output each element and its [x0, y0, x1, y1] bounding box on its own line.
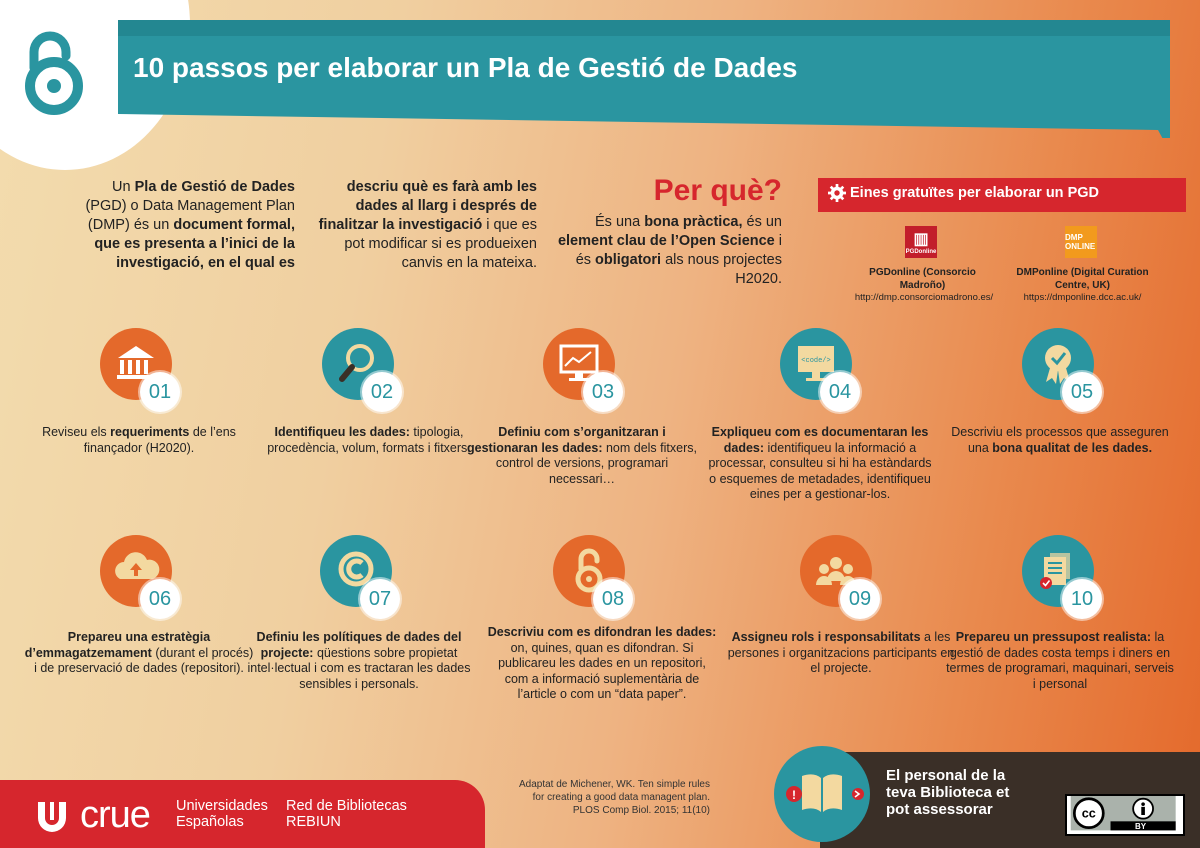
crue-universidades: Universidades Españolas — [176, 798, 268, 830]
dmponline-logo[interactable]: DMP ONLINE — [1065, 226, 1097, 258]
cc-by-badge[interactable]: cc BY — [1065, 794, 1185, 836]
step-01-number: 01 — [140, 372, 180, 412]
step-01-text: Reviseu els requeriments de l’ens finanç… — [42, 425, 236, 455]
step-08-number: 08 — [593, 579, 633, 619]
step-03-number: 03 — [583, 372, 623, 412]
intro-column-1: Un Pla de Gestió de Dades (PGD) o Data M… — [85, 179, 295, 271]
page-title: 10 passos per elaborar un Pla de Gestió … — [133, 52, 798, 83]
cloud-upload-icon — [115, 552, 160, 579]
documents-icon — [1040, 553, 1070, 589]
crue-logo-icon — [38, 802, 66, 832]
dmponline-name: DMPonline (Digital Curation Centre, UK) — [1016, 267, 1149, 291]
open-access-logo-icon — [25, 31, 83, 115]
step-04-number: 04 — [820, 372, 860, 412]
crue-wordmark: crue — [80, 794, 151, 836]
step-06-number: 06 — [140, 579, 180, 619]
why-text: És una bona pràctica, és un element clau… — [557, 214, 782, 287]
crue-rebiun: Red de Bibliotecas REBIUN — [286, 798, 407, 830]
step-07-text: Definiu les polítiques de dades del proj… — [247, 630, 471, 691]
monitor-chart-icon — [559, 344, 599, 381]
cc-by-icon: cc — [1070, 796, 1176, 831]
svg-text:<code/>: <code/> — [801, 357, 830, 365]
step-08-icon-circle — [553, 535, 625, 607]
step-10-text: Prepareu un pressupost realista: la gest… — [946, 630, 1174, 691]
step-09-number: 09 — [840, 579, 880, 619]
step-02-number: 02 — [362, 372, 402, 412]
pgdonline-logo[interactable]: ▥ PGDonline — [905, 226, 937, 258]
tools-label: Eines gratuïtes per elaborar un PGD — [850, 185, 1099, 201]
step-08-text: Descriviu com es difondran les dades: on… — [487, 625, 717, 701]
svg-text:cc: cc — [1082, 807, 1096, 821]
step-10-number: 10 — [1062, 579, 1102, 619]
institution-icon — [117, 346, 155, 379]
copyright-icon — [338, 551, 374, 587]
step-05-number: 05 — [1062, 372, 1102, 412]
title-banner — [118, 20, 1170, 138]
tools-ribbon — [818, 178, 1186, 212]
footer-crue-band — [0, 780, 485, 848]
pgdonline-url[interactable]: http://dmp.consorciomadrono.es/ — [854, 292, 994, 303]
step-02-text: Identifiqueu les dades: tipologia, proce… — [267, 425, 471, 455]
step-06-text: Prepareu una estratègia d’emmagatzemamen… — [24, 630, 254, 675]
cc-by-label: BY — [1135, 822, 1147, 831]
dmponline-url[interactable]: https://dmponline.dcc.ac.uk/ — [1023, 292, 1142, 303]
citation-text: Adaptat de Michener, WK. Ten simple rule… — [518, 779, 710, 816]
step-03-text: Definiu com s’organitzaran i gestionaran… — [467, 425, 697, 486]
pgdonline-name: PGDonline (Consorcio Madroño) — [869, 267, 976, 291]
step-07-number: 07 — [360, 579, 400, 619]
svg-text:!: ! — [792, 788, 796, 802]
open-access-icon — [575, 548, 603, 593]
why-heading: Per què? — [653, 174, 782, 207]
monitor-code-icon: <code/> — [798, 346, 834, 381]
advice-text: El personal de la teva Biblioteca et pot… — [886, 767, 1010, 818]
step-04-text: Expliqueu com es documentaran les dades:… — [708, 425, 932, 501]
step-05-text: Descriviu els processos que asseguren un… — [951, 425, 1169, 455]
people-icon — [816, 557, 856, 585]
book-icon: ! — [786, 774, 864, 812]
advice-circle: ! — [774, 746, 870, 842]
gear-icon — [828, 184, 846, 202]
intro-column-2: descriu què es farà amb les dades al lla… — [318, 179, 537, 271]
magnifier-icon — [339, 344, 374, 382]
step-09-text: Assigneu rols i responsabilitats a les p… — [727, 630, 955, 675]
